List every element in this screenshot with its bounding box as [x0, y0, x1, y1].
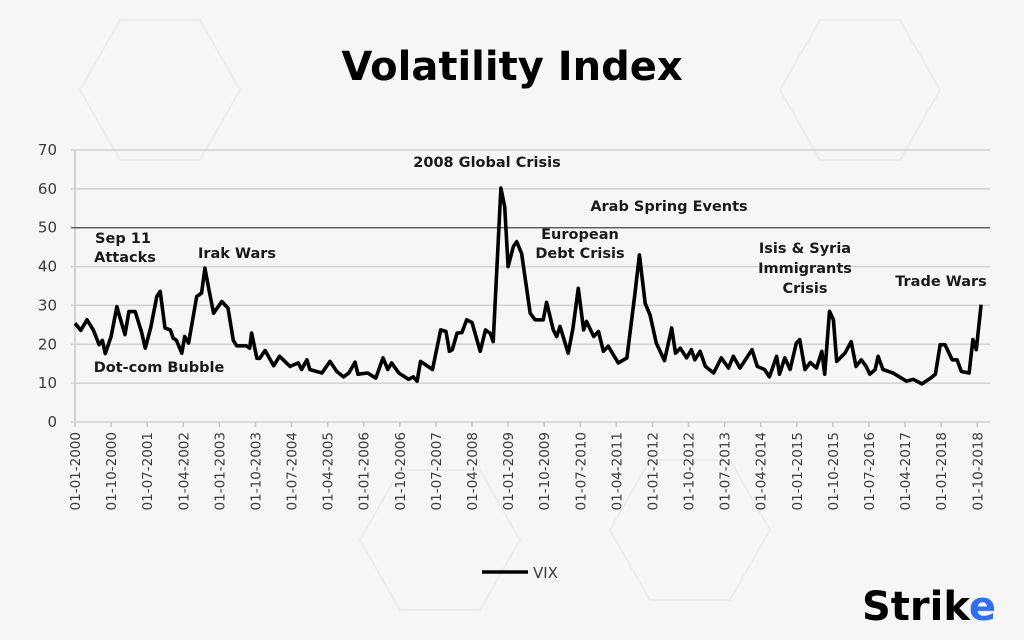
y-tick-label: 40	[38, 258, 57, 276]
y-tick-label: 50	[38, 219, 57, 237]
annotation-irak: Irak Wars	[198, 246, 276, 262]
x-tick-label: 01-07-2010	[573, 432, 589, 510]
logo-text-accent: e	[969, 584, 996, 630]
annotation-isis-line2: Immigrants	[758, 261, 852, 277]
x-tick-label: 01-04-2008	[465, 432, 481, 510]
x-tick-label: 01-07-2001	[140, 432, 156, 510]
y-tick-label: 60	[38, 180, 57, 198]
x-tick-label: 01-01-2006	[357, 432, 373, 510]
x-tick-label: 01-01-2015	[790, 432, 806, 510]
x-tick-label: 01-10-2006	[393, 432, 409, 510]
annotation-dotcom: Dot-com Bubble	[94, 360, 225, 376]
y-tick-label: 10	[38, 374, 57, 392]
svg-text:Strike: Strike	[862, 584, 996, 630]
x-tick-label: 01-01-2012	[645, 432, 661, 510]
legend-label-vix: VIX	[533, 564, 558, 582]
x-tick-label: 01-01-2018	[934, 432, 950, 510]
y-tick-label: 0	[47, 413, 57, 431]
x-axis: 01-01-2000 01-10-2000 01-07-2001 01-04-2002…	[68, 422, 986, 510]
annotation-euro-line1: European	[541, 227, 619, 243]
x-tick-label: 01-07-2007	[429, 432, 445, 510]
logo-text-main: Strik	[862, 584, 971, 630]
x-tick-label: 01-04-2014	[754, 432, 770, 510]
annotation-2008: 2008 Global Crisis	[413, 155, 560, 171]
annotation-trade: Trade Wars	[895, 274, 987, 290]
legend: VIX	[482, 564, 558, 582]
annotation-sep11-line2: Attacks	[94, 250, 156, 266]
strike-logo: Strike	[862, 584, 996, 630]
x-tick-label: 01-04-2017	[898, 432, 914, 510]
annotation-euro-line2: Debt Crisis	[535, 246, 624, 262]
y-tick-label: 30	[38, 296, 57, 314]
annotation-arab: Arab Spring Events	[590, 199, 747, 215]
x-tick-label: 01-10-2015	[826, 432, 842, 510]
x-tick-label: 01-10-2012	[682, 432, 698, 510]
x-tick-label: 01-04-2002	[176, 432, 192, 510]
y-tick-label: 20	[38, 335, 57, 353]
annotations: Sep 11 Attacks Dot-com Bubble Irak Wars …	[94, 155, 987, 376]
y-tick-label: 70	[38, 141, 57, 159]
x-tick-label: 01-10-2000	[104, 432, 120, 510]
x-tick-label: 01-07-2013	[718, 432, 734, 510]
x-tick-label: 01-04-2011	[609, 432, 625, 510]
x-tick-label: 01-01-2000	[68, 432, 84, 510]
series-line-vix	[73, 186, 983, 386]
x-tick-label: 01-10-2003	[248, 432, 264, 510]
annotation-isis-line3: Crisis	[783, 281, 828, 297]
x-tick-label: 01-01-2009	[501, 432, 517, 510]
annotation-sep11-line1: Sep 11	[95, 231, 151, 247]
background-pattern	[78, 19, 942, 611]
annotation-isis-line1: Isis & Syria	[759, 241, 851, 257]
x-tick-label: 01-10-2009	[537, 432, 553, 510]
x-tick-label: 01-10-2018	[970, 432, 986, 510]
x-tick-label: 01-04-2005	[321, 432, 337, 510]
chart-title: Volatility Index	[341, 44, 682, 90]
x-tick-label: 01-01-2003	[212, 432, 228, 510]
x-tick-label: 01-07-2004	[285, 432, 301, 510]
y-axis: 0 10 20 30 40 50 60 70	[38, 141, 57, 431]
x-tick-label: 01-07-2016	[862, 432, 878, 510]
